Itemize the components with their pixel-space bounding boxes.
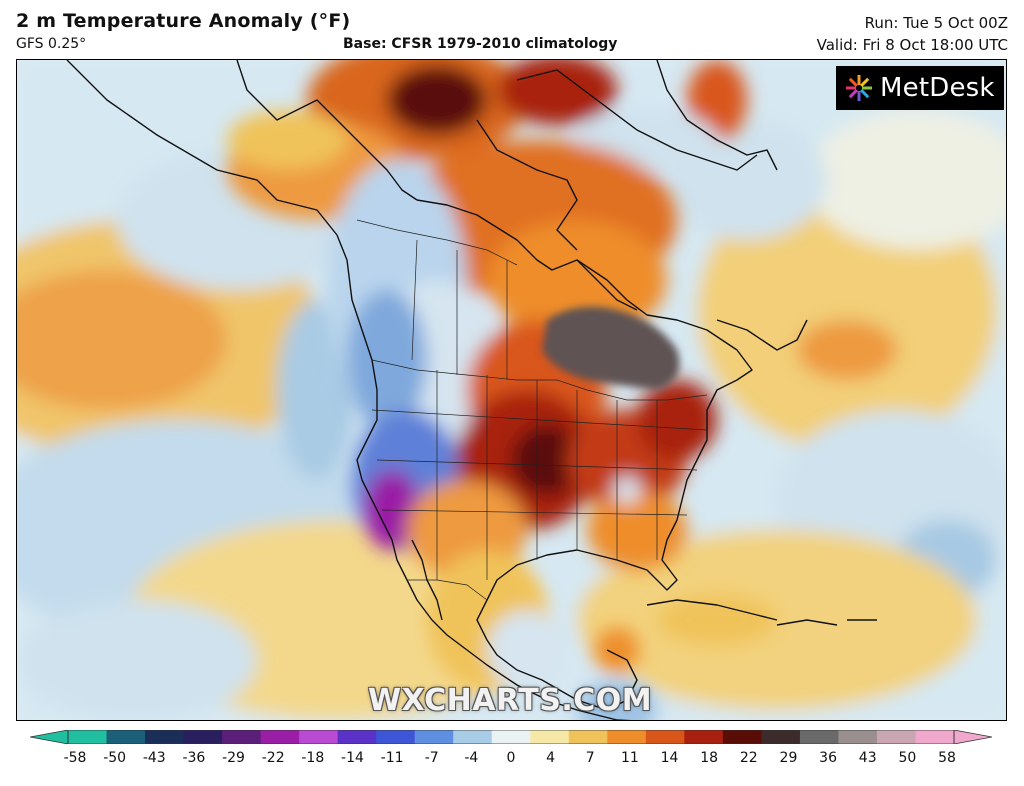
colorbar-cell [106, 730, 146, 744]
extreme-anomaly-patch [542, 306, 680, 390]
colorbar-cell [183, 730, 223, 744]
colorbar-tick-label: 43 [858, 750, 877, 766]
borders [356, 219, 708, 601]
colorbar-cell [414, 730, 454, 744]
colorbar [30, 730, 992, 744]
land-anomaly-field [227, 60, 777, 720]
colorbar-tick-labels: -58 -50 -43 -36 -29 -22 -18 -14 -11 -7 -4 0 4 7 11 14 18… [0, 750, 1024, 770]
colorbar-tick-label: -7 [424, 750, 439, 766]
colorbar-tick-label: 50 [898, 750, 917, 766]
colorbar-cell [145, 730, 185, 744]
wxcharts-watermark: WXCHARTS.COM [368, 683, 653, 718]
colorbar-cell [799, 730, 839, 744]
colorbar-tick-label: 36 [819, 750, 837, 766]
colorbar-tick-label: 18 [700, 750, 719, 766]
colorbar-tick-label: -29 [222, 750, 245, 766]
ocean-anomaly-field [17, 60, 1006, 720]
colorbar-cell [568, 730, 608, 744]
metdesk-starburst-icon [846, 75, 872, 101]
anomaly-map-canvas [17, 60, 1006, 720]
colorbar-tick-label: -4 [464, 750, 479, 766]
colorbar-tick-label: 22 [739, 750, 758, 766]
colorbar-tick-label: -43 [142, 750, 166, 766]
colorbar-tick-label: 0 [506, 750, 516, 766]
colorbar-tick-label: 58 [938, 750, 956, 766]
colorbar-tick-label: 4 [546, 750, 556, 766]
colorbar-cell [645, 730, 685, 744]
colorbar-tick-label: -18 [301, 750, 325, 766]
metdesk-logo-text: MetDesk [880, 73, 995, 103]
colorbar-cell [684, 730, 724, 744]
colorbar-cell [491, 730, 531, 744]
colorbar-cell [876, 730, 916, 744]
model-label: GFS 0.25° [16, 36, 87, 52]
colorbar-cell [299, 730, 339, 744]
valid-time-label: Valid: Fri 8 Oct 18:00 UTC [816, 36, 1008, 54]
colorbar-cell [607, 730, 647, 744]
colorbar-tick-label: -11 [380, 750, 404, 766]
colorbar-right-arrow [953, 730, 992, 744]
colorbar-cell [453, 730, 493, 744]
colorbar-cell [376, 730, 416, 744]
chart-title: 2 m Temperature Anomaly (°F) [16, 10, 351, 32]
colorbar-tick-label: -22 [261, 750, 285, 766]
colorbar-tick-label: 7 [585, 750, 595, 766]
colorbar-cell [530, 730, 570, 744]
colorbar-tick-label: 29 [779, 750, 798, 766]
colorbar-cell [260, 730, 300, 744]
colorbar-cell [761, 730, 801, 744]
colorbar-tick-label: -14 [341, 750, 364, 766]
colorbar-cell [222, 730, 262, 744]
colorbar-cell [838, 730, 878, 744]
colorbar-tick-label: -58 [63, 750, 87, 766]
colorbar-cell [68, 730, 108, 744]
run-time-label: Run: Tue 5 Oct 00Z [864, 14, 1008, 32]
colorbar-cell [337, 730, 377, 744]
colorbar-tick-label: -50 [103, 750, 127, 766]
anomaly-map [16, 59, 1007, 721]
metdesk-logo: MetDesk [836, 66, 1004, 110]
colorbar-left-arrow [30, 730, 69, 744]
colorbar-cell [915, 730, 955, 744]
climatology-base-label: Base: CFSR 1979-2010 climatology [343, 36, 618, 52]
colorbar-tick-label: 14 [660, 750, 679, 766]
colorbar-tick-label: 11 [620, 750, 639, 766]
colorbar-tick-label: -36 [182, 750, 206, 766]
colorbar-cell [722, 730, 762, 744]
